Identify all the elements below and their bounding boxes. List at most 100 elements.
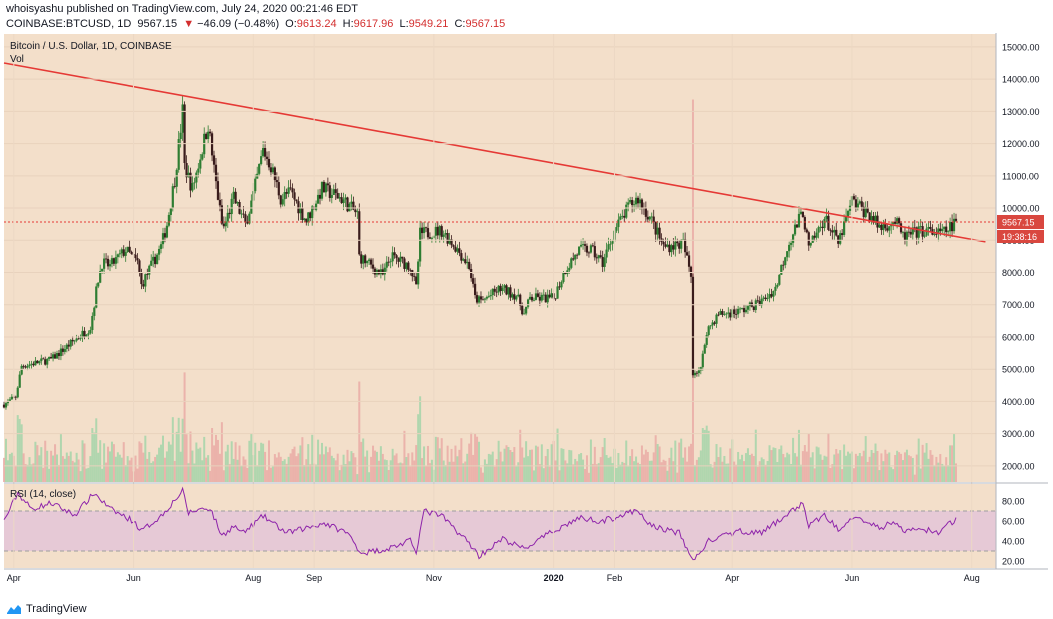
candle-body[interactable]	[230, 198, 233, 215]
candle-body[interactable]	[929, 226, 932, 230]
candle-body[interactable]	[438, 226, 441, 236]
candle-body[interactable]	[289, 187, 292, 189]
candle-body[interactable]	[483, 298, 487, 300]
candle-body[interactable]	[110, 258, 114, 265]
candle-body[interactable]	[473, 283, 477, 296]
candle-body[interactable]	[177, 138, 180, 170]
candle-body[interactable]	[625, 204, 628, 218]
candle-body[interactable]	[97, 282, 100, 287]
candle-body[interactable]	[560, 281, 563, 288]
trendline[interactable]	[3, 62, 986, 243]
candle-body[interactable]	[487, 296, 490, 298]
candle-body[interactable]	[795, 224, 799, 228]
candle-body[interactable]	[265, 156, 269, 159]
candle-body[interactable]	[774, 286, 777, 291]
candle-body[interactable]	[595, 257, 598, 259]
candle-body[interactable]	[81, 330, 84, 338]
candle-body[interactable]	[468, 261, 471, 269]
candle-body[interactable]	[385, 261, 388, 268]
candle-body[interactable]	[511, 294, 514, 298]
candle-body[interactable]	[112, 258, 116, 264]
candle-body[interactable]	[456, 248, 459, 252]
candle-body[interactable]	[892, 221, 895, 225]
candle-body[interactable]	[766, 298, 769, 300]
candle-body[interactable]	[943, 226, 946, 230]
candle-body[interactable]	[768, 294, 771, 299]
candle-body[interactable]	[197, 168, 200, 173]
candle-body[interactable]	[254, 178, 257, 192]
candle-body[interactable]	[947, 231, 950, 233]
candle-body[interactable]	[546, 294, 549, 303]
candle-body[interactable]	[89, 330, 92, 334]
candle-body[interactable]	[776, 284, 779, 287]
candle-body[interactable]	[854, 199, 857, 208]
candle-body[interactable]	[46, 358, 49, 365]
candle-body[interactable]	[631, 200, 634, 206]
candle-body[interactable]	[401, 256, 404, 259]
candle-body[interactable]	[424, 227, 428, 229]
candle-body[interactable]	[407, 262, 410, 270]
candle-body[interactable]	[615, 227, 618, 231]
candle-body[interactable]	[954, 218, 958, 221]
candle-body[interactable]	[538, 296, 541, 301]
candle-body[interactable]	[460, 253, 463, 261]
candle-body[interactable]	[248, 213, 251, 224]
candle-body[interactable]	[945, 226, 948, 233]
candle-body[interactable]	[837, 235, 840, 244]
candle-body[interactable]	[291, 188, 294, 193]
candle-body[interactable]	[393, 252, 396, 256]
candle-body[interactable]	[42, 358, 45, 360]
candle-body[interactable]	[585, 245, 589, 253]
candle-body[interactable]	[597, 255, 600, 259]
trendline-group[interactable]	[3, 62, 996, 243]
candle-body[interactable]	[183, 104, 186, 164]
candle-body[interactable]	[297, 201, 300, 214]
candle-body[interactable]	[605, 249, 608, 258]
candle-body[interactable]	[903, 232, 907, 241]
candle-body[interactable]	[503, 285, 506, 288]
candle-body[interactable]	[723, 313, 726, 315]
candle-body[interactable]	[489, 295, 492, 297]
candle-body[interactable]	[711, 322, 714, 326]
candle-body[interactable]	[379, 269, 382, 275]
candle-body[interactable]	[479, 296, 483, 300]
candle-body[interactable]	[611, 241, 614, 244]
candle-body[interactable]	[462, 259, 465, 261]
candle-body[interactable]	[495, 291, 498, 293]
candle-body[interactable]	[515, 296, 518, 300]
candle-body[interactable]	[899, 223, 903, 233]
candle-body[interactable]	[509, 287, 512, 298]
candle-body[interactable]	[93, 307, 96, 316]
candle-body[interactable]	[165, 225, 169, 238]
candle-body[interactable]	[318, 194, 322, 199]
candle-body[interactable]	[523, 313, 526, 315]
candle-body[interactable]	[528, 296, 532, 300]
candle-body[interactable]	[134, 254, 137, 259]
candle-body[interactable]	[505, 285, 508, 295]
candle-body[interactable]	[621, 215, 624, 217]
candle-body[interactable]	[154, 256, 157, 265]
candle-body[interactable]	[285, 192, 288, 194]
candle-body[interactable]	[236, 202, 239, 204]
candle-body[interactable]	[244, 214, 247, 223]
candle-body[interactable]	[454, 246, 457, 252]
candle-body[interactable]	[805, 229, 808, 233]
candle-body[interactable]	[10, 396, 13, 400]
candle-body[interactable]	[640, 199, 644, 208]
candle-body[interactable]	[935, 233, 938, 235]
candle-body[interactable]	[668, 244, 671, 253]
candle-body[interactable]	[161, 233, 165, 245]
candle-body[interactable]	[829, 229, 832, 231]
candle-body[interactable]	[428, 237, 432, 239]
candle-body[interactable]	[921, 226, 924, 237]
candle-body[interactable]	[32, 363, 35, 366]
candle-body[interactable]	[833, 229, 836, 233]
candle-body[interactable]	[399, 256, 402, 262]
candle-body[interactable]	[144, 274, 147, 287]
candle-body[interactable]	[24, 366, 27, 368]
candle-body[interactable]	[287, 187, 290, 194]
candle-body[interactable]	[338, 197, 341, 199]
candle-body[interactable]	[169, 208, 172, 215]
candle-body[interactable]	[601, 256, 604, 267]
candle-body[interactable]	[801, 211, 804, 218]
